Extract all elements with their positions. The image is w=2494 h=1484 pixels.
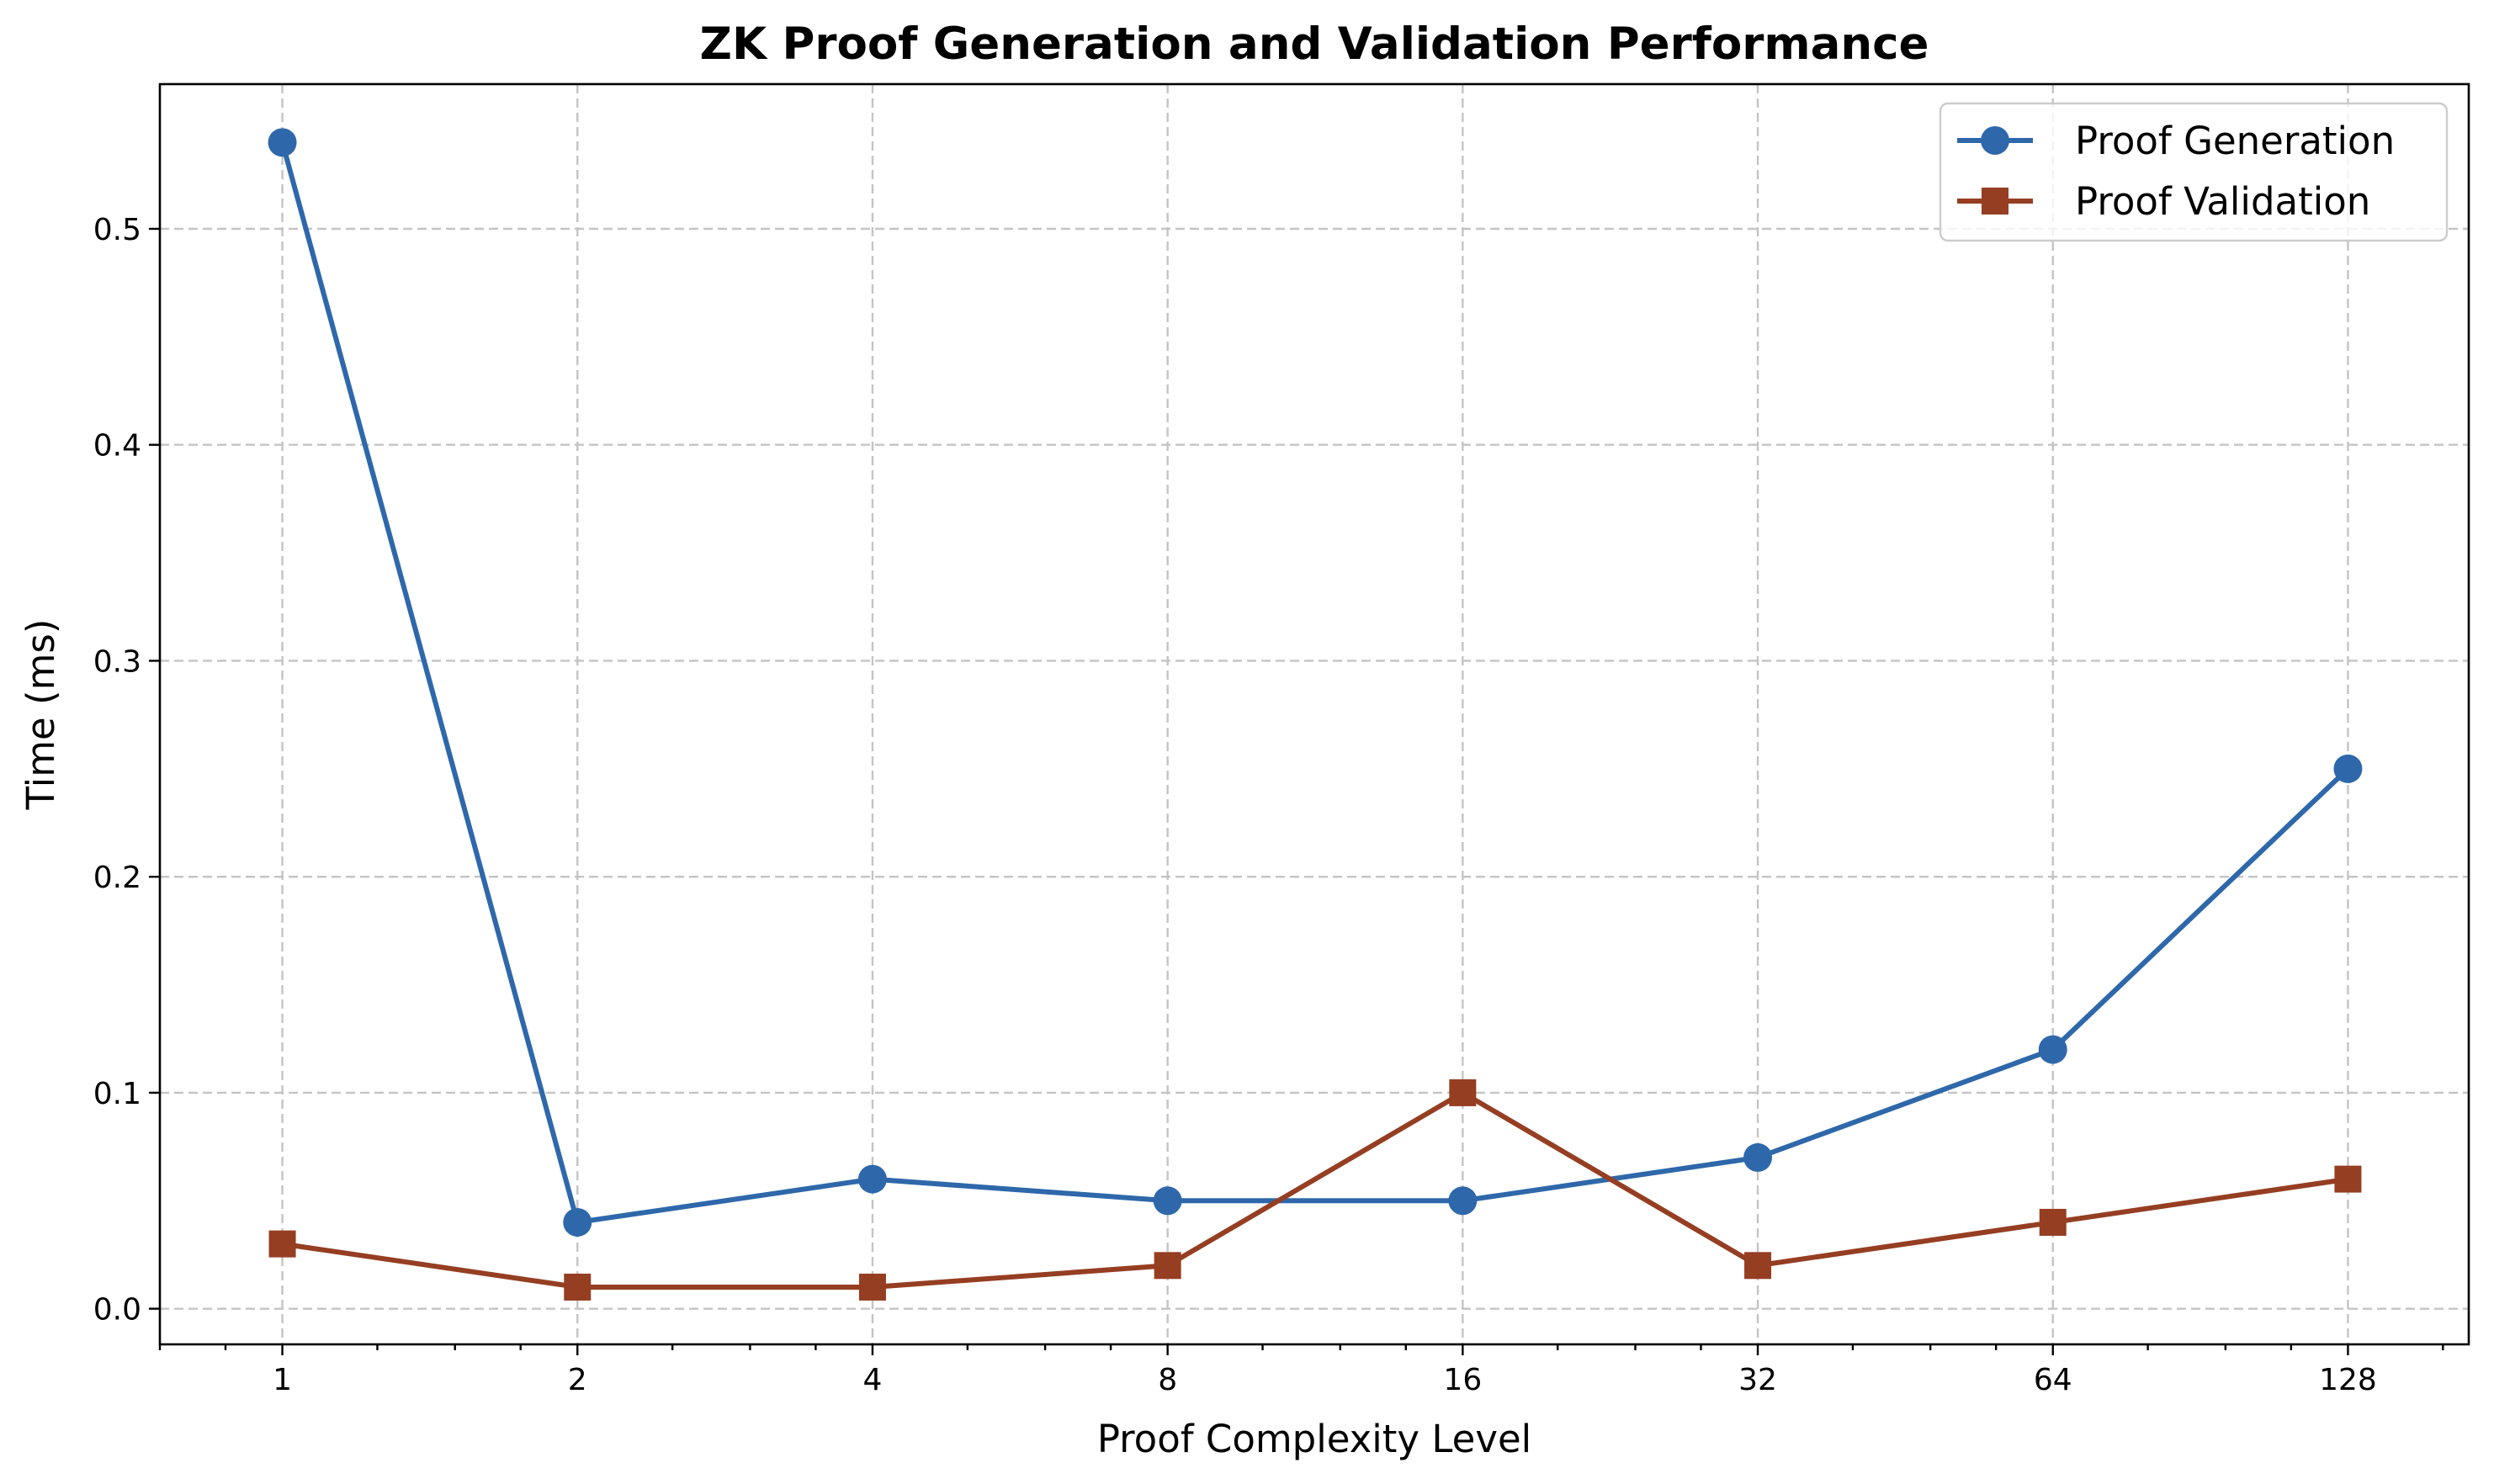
y-tick-label: 0.0 (93, 1293, 141, 1328)
chart-title: ZK Proof Generation and Validation Perfo… (700, 19, 1929, 70)
proof-validation-point (1154, 1252, 1181, 1280)
x-tick-label: 32 (1738, 1363, 1777, 1397)
axis-ticks: 1 2 4 8 16 32 64 128 0.0 0.1 0.2 0.3 0.4 0.5 (93, 213, 2444, 1397)
proof-validation-point (268, 1230, 296, 1258)
x-tick-label: 64 (2034, 1363, 2072, 1397)
proof-generation-point (2333, 754, 2363, 783)
legend-proof-generation-marker (1981, 126, 2009, 155)
y-tick-label: 0.1 (93, 1077, 141, 1111)
proof-generation-point (1743, 1142, 1773, 1172)
legend-proof-validation-marker (1982, 188, 2008, 215)
proof-validation-point (564, 1273, 592, 1301)
x-tick-label: 1 (273, 1363, 292, 1397)
y-tick-label: 0.2 (93, 861, 141, 895)
series-layer (268, 128, 2363, 1301)
proof-generation-line (279, 141, 2350, 1225)
proof-validation-point (2039, 1208, 2067, 1236)
proof-validation-series (268, 1079, 2362, 1301)
x-tick-label: 128 (2319, 1363, 2377, 1397)
proof-generation-series (268, 128, 2363, 1237)
y-tick-label: 0.5 (93, 213, 141, 247)
x-tick-label: 8 (1158, 1363, 1177, 1397)
x-axis-label: Proof Complexity Level (1097, 1417, 1531, 1461)
x-tick-label: 16 (1443, 1363, 1482, 1397)
proof-generation-point (1153, 1186, 1182, 1216)
x-tick-label: 4 (862, 1363, 882, 1397)
proof-generation-point (563, 1207, 592, 1237)
proof-generation-point (268, 128, 297, 157)
proof-validation-point (1744, 1252, 1772, 1280)
proof-generation-point (2038, 1035, 2067, 1064)
plot-frame (158, 82, 2470, 1346)
proof-validation-point (1449, 1079, 1477, 1106)
y-axis-label: Time (ms) (19, 619, 63, 811)
proof-validation-point (858, 1273, 886, 1301)
x-tick-label: 2 (568, 1363, 587, 1397)
proof-validation-line (282, 1089, 2348, 1290)
proof-generation-point (1448, 1186, 1478, 1216)
legend: Proof Generation Proof Validation (1939, 102, 2449, 242)
proof-validation-point (2334, 1165, 2362, 1193)
y-tick-label: 0.4 (93, 429, 141, 464)
legend-box (1939, 102, 2449, 242)
legend-proof-generation-label: Proof Generation (2075, 119, 2395, 163)
proof-generation-point (857, 1164, 887, 1194)
legend-proof-validation-label: Proof Validation (2075, 179, 2370, 224)
y-tick-label: 0.3 (93, 644, 141, 679)
